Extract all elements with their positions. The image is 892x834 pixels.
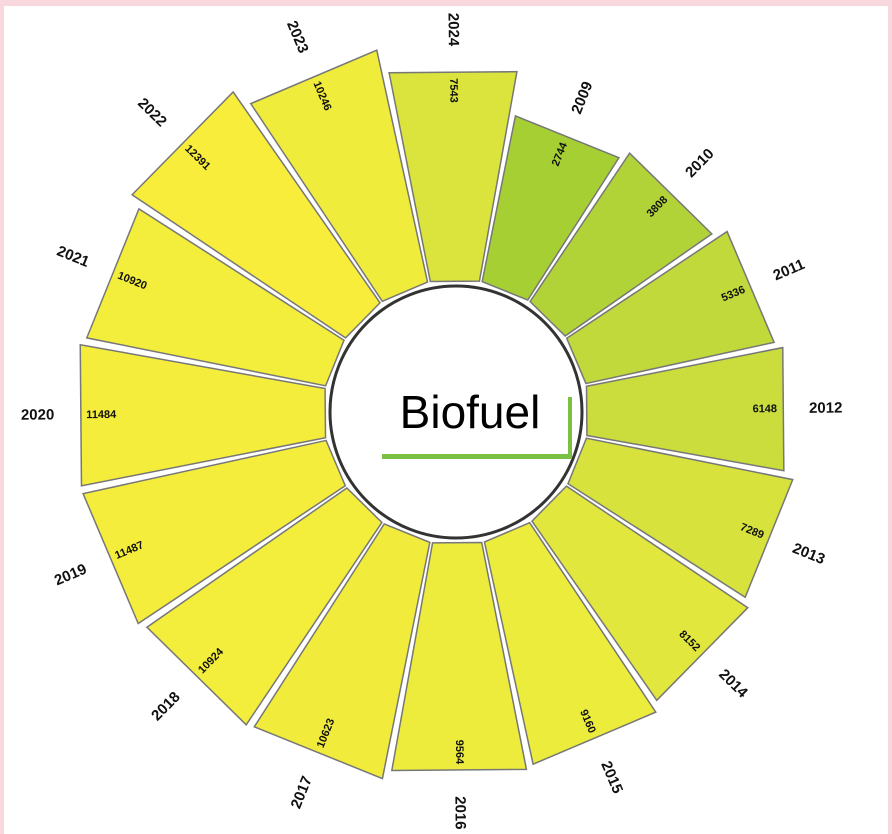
bar-2015 bbox=[483, 521, 657, 766]
value-label-2020: 11484 bbox=[86, 409, 117, 421]
bar-2012 bbox=[585, 346, 785, 472]
bar-2024 bbox=[388, 70, 518, 283]
bars-group bbox=[79, 49, 794, 780]
year-label-2022: 2022 bbox=[134, 95, 170, 131]
year-label-2017: 2017 bbox=[288, 774, 316, 811]
year-label-2024: 2024 bbox=[445, 13, 462, 47]
circular-bar-chart: 2009 2010 2011 2012 2013 2014 2015 2016 2017 2018… bbox=[21, 13, 843, 830]
bar-2021 bbox=[85, 207, 345, 387]
bar-2011 bbox=[565, 230, 776, 385]
center-badge: Biofuel bbox=[328, 284, 584, 540]
year-label-2011: 2011 bbox=[771, 256, 808, 284]
value-label-2024: 7543 bbox=[447, 78, 459, 103]
year-label-2016: 2016 bbox=[451, 796, 468, 830]
bar-2013 bbox=[567, 437, 794, 599]
year-label-2018: 2018 bbox=[148, 689, 184, 725]
year-label-2013: 2013 bbox=[790, 540, 827, 568]
chart-frame: 2009 2010 2011 2012 2013 2014 2015 2016 2017 2018… bbox=[4, 6, 888, 834]
bar-2010 bbox=[529, 151, 713, 337]
year-label-2014: 2014 bbox=[715, 666, 751, 702]
year-label-2012: 2012 bbox=[809, 400, 843, 417]
bar-2020 bbox=[79, 343, 327, 487]
bar-2014 bbox=[531, 485, 749, 702]
bar-2019 bbox=[82, 439, 347, 625]
bar-2018 bbox=[145, 487, 383, 726]
bar-2016 bbox=[390, 541, 528, 772]
bar-2023 bbox=[249, 49, 429, 303]
year-label-2023: 2023 bbox=[283, 18, 312, 55]
year-label-2009: 2009 bbox=[568, 79, 596, 116]
title-box bbox=[372, 370, 568, 454]
value-label-2012: 6148 bbox=[753, 403, 778, 415]
year-label-2010: 2010 bbox=[682, 145, 718, 181]
year-label-2021: 2021 bbox=[54, 243, 91, 271]
bar-2009 bbox=[481, 114, 621, 301]
bar-2017 bbox=[253, 523, 431, 780]
year-label-2019: 2019 bbox=[52, 561, 89, 590]
year-label-2020: 2020 bbox=[21, 406, 55, 423]
value-label-2016: 9564 bbox=[453, 740, 465, 765]
year-label-2015: 2015 bbox=[597, 759, 626, 796]
chart-title: Biofuel bbox=[400, 386, 541, 438]
bar-2022 bbox=[130, 90, 381, 339]
